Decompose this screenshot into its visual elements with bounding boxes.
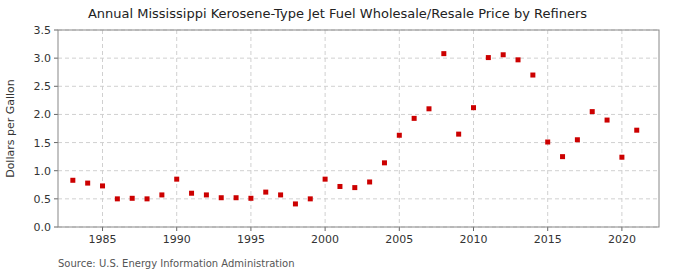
tick-mark — [473, 227, 474, 231]
point — [590, 109, 595, 114]
tick-label: 3.0 — [34, 52, 52, 65]
point — [516, 57, 521, 62]
grid-line — [58, 86, 659, 87]
tick-mark — [54, 58, 58, 59]
point — [130, 196, 135, 201]
point — [545, 140, 550, 145]
point — [486, 55, 491, 60]
point — [100, 183, 105, 188]
point — [412, 116, 417, 121]
plot-frame — [58, 30, 659, 227]
point — [441, 51, 446, 56]
point — [634, 128, 639, 133]
tick-label: 0.5 — [34, 193, 52, 206]
grid-line — [473, 30, 474, 227]
tick-label: 2.0 — [34, 108, 52, 121]
grid-line — [58, 170, 659, 171]
grid-line — [58, 142, 659, 143]
points — [70, 51, 639, 206]
point — [145, 196, 150, 201]
point — [352, 185, 357, 190]
tick-label: 3.5 — [34, 24, 52, 37]
tick-label: 1995 — [237, 233, 265, 246]
point — [426, 106, 431, 111]
point — [248, 196, 253, 201]
tick-label: 1.5 — [34, 137, 52, 150]
point — [293, 201, 298, 206]
point — [85, 181, 90, 186]
tick-mark — [54, 198, 58, 199]
tick-mark — [54, 86, 58, 87]
point — [575, 137, 580, 142]
tick-mark — [54, 170, 58, 171]
tick-label: 1985 — [89, 233, 117, 246]
point — [560, 154, 565, 159]
point — [382, 160, 387, 165]
tick-label: 1.0 — [34, 165, 52, 178]
tick-label: 2020 — [608, 233, 636, 246]
tick-mark — [325, 227, 326, 231]
tick-label: 2015 — [534, 233, 562, 246]
point — [234, 195, 239, 200]
tick-mark — [102, 227, 103, 231]
tick-mark — [54, 142, 58, 143]
grid-line — [325, 30, 326, 227]
point — [323, 177, 328, 182]
tick-mark — [54, 227, 58, 228]
tick-label: 2005 — [385, 233, 413, 246]
point — [397, 133, 402, 138]
tick-mark — [54, 30, 58, 31]
y-axis-label: Dollars per Gallon — [4, 79, 17, 178]
point — [115, 196, 120, 201]
grid-line — [58, 58, 659, 59]
tick-label: 2.5 — [34, 80, 52, 93]
point — [189, 191, 194, 196]
point — [219, 195, 224, 200]
point — [367, 179, 372, 184]
tick-label: 2000 — [311, 233, 339, 246]
point — [337, 184, 342, 189]
chart: Annual Mississippi Kerosene-Type Jet Fue… — [0, 0, 675, 275]
tick-mark — [54, 114, 58, 115]
point — [263, 190, 268, 195]
tick-label: 0.0 — [34, 221, 52, 234]
grid — [58, 30, 659, 227]
source-note: Source: U.S. Energy Information Administ… — [58, 258, 295, 269]
title: Annual Mississippi Kerosene-Type Jet Fue… — [88, 6, 587, 21]
tick-mark — [547, 227, 548, 231]
axes: 0.0 0.5 1.0 1.5 2.0 2.5 3.0 3.5 1985 1990 1995 2000… — [34, 24, 660, 246]
point — [605, 118, 610, 123]
point — [308, 196, 313, 201]
point — [619, 155, 624, 160]
tick-label: 1990 — [163, 233, 191, 246]
point — [501, 52, 506, 57]
tick-mark — [176, 227, 177, 231]
point — [456, 132, 461, 137]
point — [530, 73, 535, 78]
tick-mark — [399, 227, 400, 231]
grid-line — [547, 30, 548, 227]
tick-label: 2010 — [460, 233, 488, 246]
grid-line — [621, 30, 622, 227]
point — [159, 192, 164, 197]
point — [174, 177, 179, 182]
point — [471, 105, 476, 110]
grid-line — [176, 30, 177, 227]
point — [278, 192, 283, 197]
tick-mark — [250, 227, 251, 231]
tick-mark — [621, 227, 622, 231]
point — [204, 192, 209, 197]
grid-line — [58, 114, 659, 115]
grid-line — [399, 30, 400, 227]
grid-line — [102, 30, 103, 227]
point — [70, 178, 75, 183]
